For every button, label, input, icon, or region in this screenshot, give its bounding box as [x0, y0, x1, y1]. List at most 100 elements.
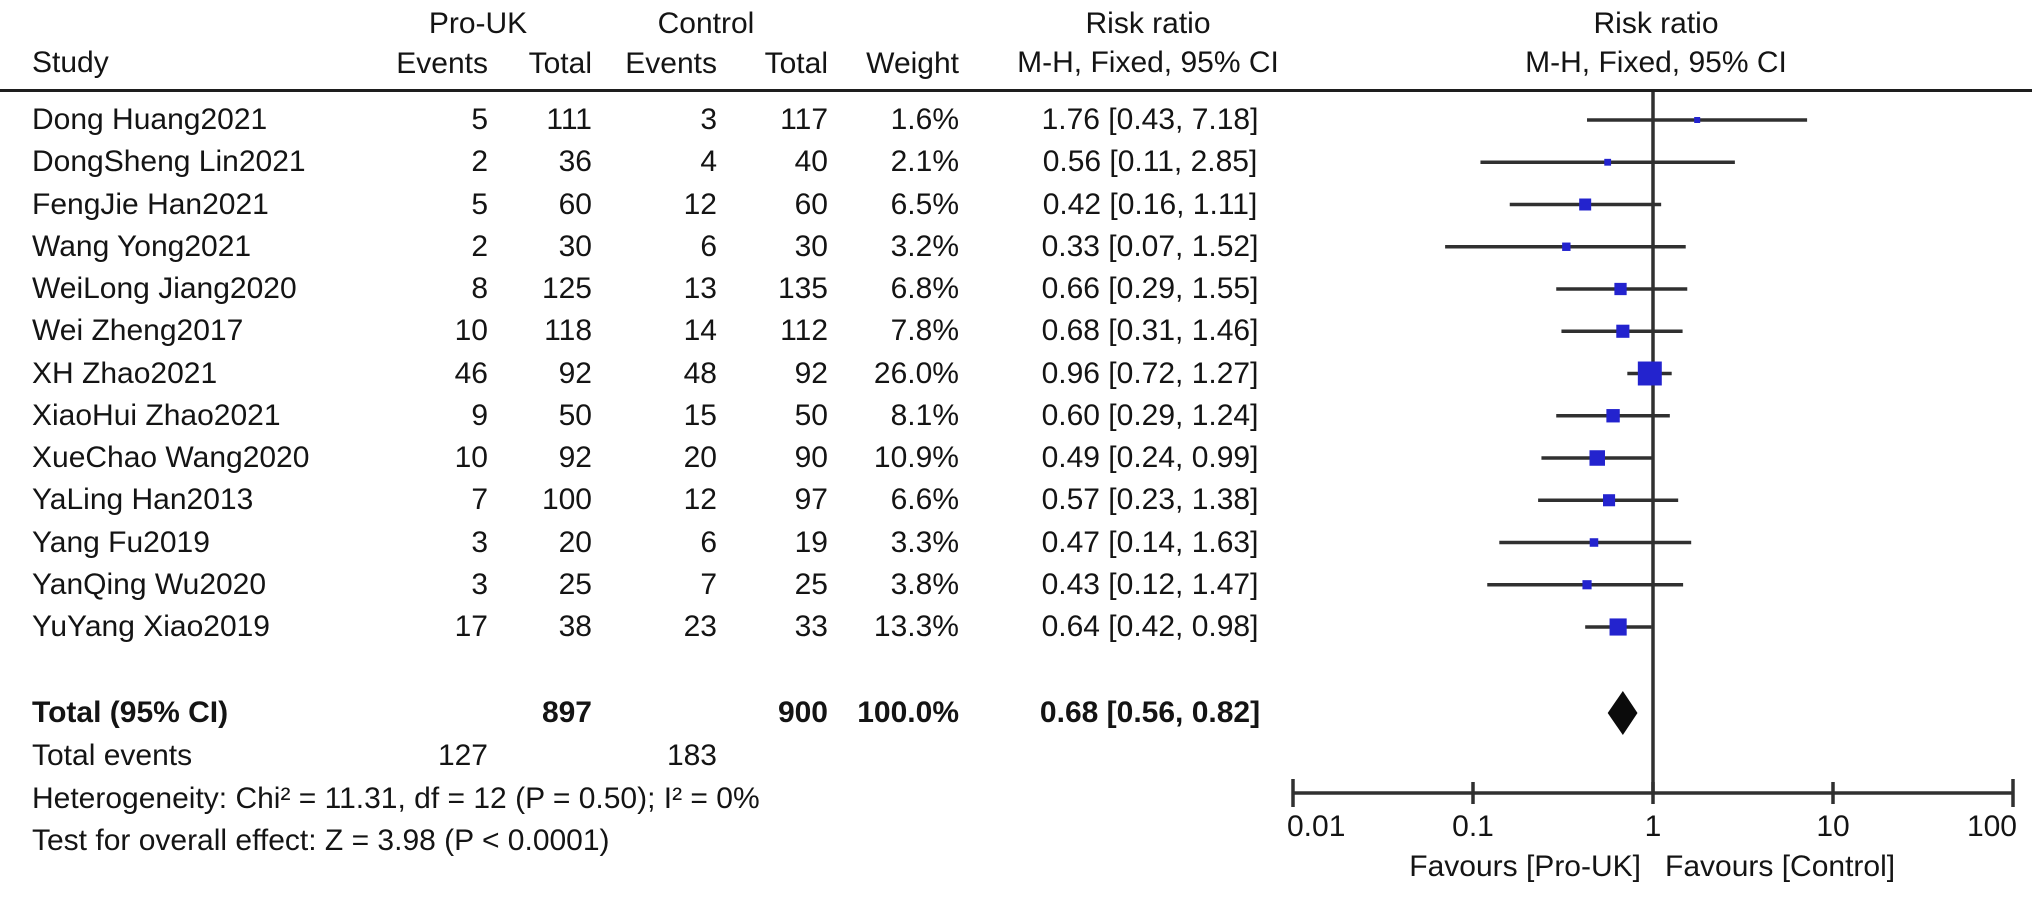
- total-control: 135: [777, 272, 828, 305]
- column-header-events-control: Events: [625, 47, 717, 80]
- study-row: XH Zhao2021 46 92 48 92 26.0% 0.96 [0.72, 1.27…: [0, 353, 1330, 395]
- rr-ci-text: 0.64 [0.42, 0.98]: [1041, 610, 1259, 643]
- study-row: Wei Zheng2017 10 118 14 112 7.8% 0.68 [0.31, 1…: [0, 310, 1330, 352]
- column-header-weight: Weight: [866, 47, 959, 80]
- events-experimental: 9: [471, 398, 488, 432]
- total-weight: 100.0%: [857, 696, 959, 729]
- total-experimental: 50: [558, 398, 592, 432]
- events-experimental: 3: [471, 525, 488, 559]
- effect-square: [1579, 198, 1592, 211]
- total-diamond: [1607, 691, 1638, 735]
- x-axis-tick-label: 0.1: [1452, 810, 1494, 843]
- events-experimental: 2: [471, 145, 488, 179]
- group-header-experimental: Pro-UK: [428, 7, 528, 40]
- study-name: YaLing Han2013: [32, 483, 254, 517]
- effect-square: [1616, 324, 1630, 338]
- x-axis-tick-label: 10: [1816, 810, 1849, 843]
- events-experimental: 5: [471, 103, 488, 136]
- study-name: YanQing Wu2020: [32, 567, 267, 601]
- column-header-total-experimental: Total: [528, 47, 592, 80]
- rr-ci-text: 0.68 [0.31, 1.46]: [1041, 314, 1259, 348]
- events-experimental: 8: [471, 272, 488, 305]
- events-experimental: 2: [471, 229, 488, 263]
- total-control: 19: [794, 525, 828, 559]
- weight: 6.6%: [890, 483, 959, 517]
- events-experimental: 46: [454, 356, 488, 390]
- events-experimental: 17: [454, 610, 488, 643]
- effect-square: [1582, 580, 1592, 590]
- events-experimental: 7: [471, 483, 488, 517]
- events-control: 12: [683, 187, 717, 221]
- rr-ci-text: 0.49 [0.24, 0.99]: [1041, 441, 1259, 474]
- weight: 2.1%: [890, 145, 959, 179]
- study-name: Dong Huang2021: [32, 103, 268, 136]
- events-control: 12: [683, 483, 717, 517]
- rr-ci-text: 0.96 [0.72, 1.27]: [1041, 356, 1259, 390]
- total-experimental: 92: [558, 441, 592, 474]
- weight: 3.3%: [890, 525, 959, 559]
- rr-column-title: Risk ratio: [1085, 7, 1211, 40]
- rr-ci-text: 0.66 [0.29, 1.55]: [1041, 272, 1259, 305]
- total-experimental: 118: [544, 314, 592, 348]
- study-row: XiaoHui Zhao2021 9 50 15 50 8.1% 0.60 [0.29, 1…: [0, 395, 1330, 437]
- total-experimental: 60: [558, 187, 592, 221]
- total-row: Total (95% CI) 897 900 100.0% 0.68 [0.56…: [0, 692, 1330, 734]
- rr-ci-text: 0.47 [0.14, 1.63]: [1041, 525, 1259, 559]
- events-control: 23: [683, 610, 717, 643]
- column-header-events-experimental: Events: [396, 47, 488, 80]
- x-axis-tick-label: 100: [1967, 810, 2017, 843]
- study-name: Wei Zheng2017: [32, 314, 244, 348]
- events-control: 3: [700, 103, 717, 136]
- favours-left-label: Favours [Pro-UK]: [1409, 850, 1641, 883]
- favours-right-label: Favours [Control]: [1665, 850, 1895, 883]
- effect-square: [1637, 361, 1662, 386]
- study-row: YuYang Xiao2019 17 38 23 33 13.3% 0.64 [0.42, …: [0, 606, 1330, 648]
- weight: 7.8%: [890, 314, 959, 348]
- x-axis-tick-label: 1: [1645, 810, 1662, 843]
- events-control: 6: [700, 525, 717, 559]
- total-control: 33: [794, 610, 828, 643]
- total-experimental: 125: [541, 272, 592, 305]
- study-name: YuYang Xiao2019: [32, 610, 270, 643]
- study-row: YaLing Han2013 7 100 12 97 6.6% 0.57 [0.23, 1.…: [0, 479, 1330, 521]
- total-control: 60: [794, 187, 828, 221]
- weight: 3.8%: [890, 567, 959, 601]
- total-experimental: 36: [558, 145, 592, 179]
- total-control: 90: [794, 441, 828, 474]
- rr-ci-text: 0.57 [0.23, 1.38]: [1041, 483, 1259, 517]
- rr-column-subtitle: M-H, Fixed, 95% CI: [1017, 46, 1279, 79]
- study-name: WeiLong Jiang2020: [32, 272, 297, 305]
- rr-ci-text: 1.76 [0.43, 7.18]: [1041, 103, 1259, 136]
- total-experimental: 20: [558, 525, 592, 559]
- study-name: FengJie Han2021: [32, 187, 269, 221]
- study-row: Yang Fu2019 3 20 6 19 3.3% 0.47 [0.14, 1.63]: [0, 522, 1330, 564]
- events-experimental: 10: [454, 314, 488, 348]
- total-experimental: 111: [546, 103, 592, 136]
- events-control: 6: [700, 229, 717, 263]
- rr-ci-text: 0.42 [0.16, 1.11]: [1042, 187, 1258, 221]
- total-n-control: 900: [777, 696, 828, 729]
- study-row: XueChao Wang2020 10 92 20 90 10.9% 0.49 [0.24,…: [0, 437, 1330, 479]
- events-experimental: 5: [471, 187, 488, 221]
- study-name: XiaoHui Zhao2021: [32, 398, 281, 432]
- total-control: 97: [794, 483, 828, 517]
- total-control: 30: [794, 229, 828, 263]
- total-label: Total (95% CI): [32, 696, 229, 729]
- weight: 3.2%: [890, 229, 959, 263]
- total-n-experimental: 897: [541, 696, 592, 729]
- total-control: 92: [794, 356, 828, 390]
- events-control: 13: [683, 272, 717, 305]
- study-name: XH Zhao2021: [32, 356, 218, 390]
- plot-column-title: Risk ratio: [1593, 7, 1719, 40]
- total-rr-ci: 0.68 [0.56, 0.82]: [1039, 696, 1261, 729]
- events-experimental: 10: [454, 441, 488, 474]
- study-name: Yang Fu2019: [32, 525, 210, 559]
- rr-ci-text: 0.56 [0.11, 2.85]: [1042, 145, 1258, 179]
- total-experimental: 25: [558, 567, 592, 601]
- total-experimental: 30: [558, 229, 592, 263]
- effect-square: [1606, 409, 1620, 423]
- effect-square: [1694, 117, 1701, 123]
- events-control: 20: [683, 441, 717, 474]
- events-control: 14: [683, 314, 717, 348]
